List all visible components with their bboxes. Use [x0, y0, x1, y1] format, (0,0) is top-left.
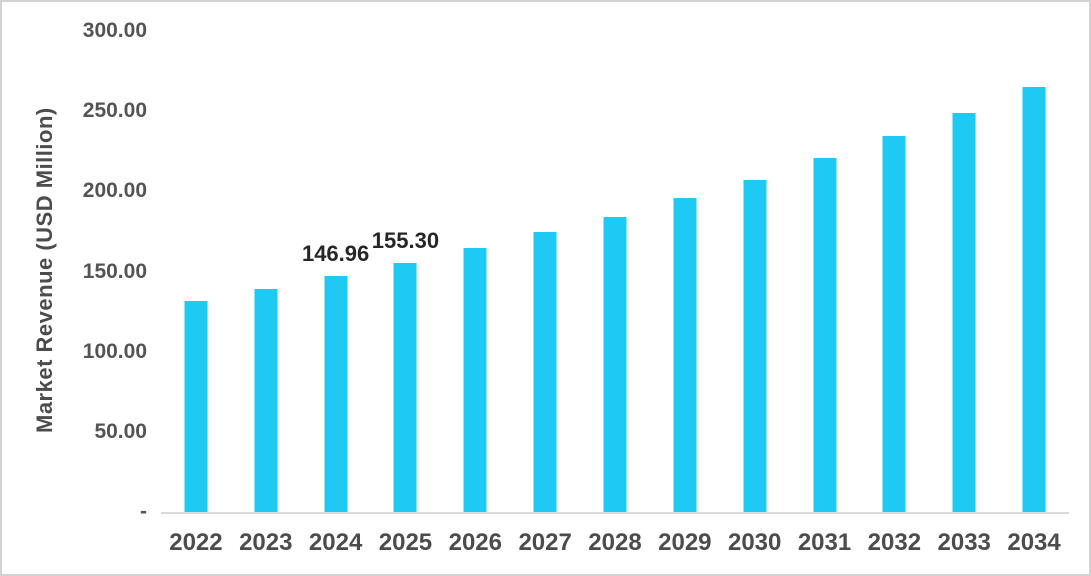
bar-column: 146.96: [301, 31, 371, 512]
bar-column: [999, 31, 1069, 512]
bar: [1022, 87, 1046, 512]
y-tick-label: 300.00: [82, 19, 147, 42]
y-tick-label: 250.00: [82, 99, 147, 123]
bar-column: [510, 31, 580, 512]
bar: [673, 198, 697, 512]
x-axis-label: 2022: [169, 529, 223, 556]
y-tick-label: -: [140, 500, 147, 523]
bar: [184, 301, 208, 512]
x-axis-label: 2023: [239, 529, 293, 556]
x-axis-label: 2029: [658, 529, 712, 556]
bar: [463, 248, 487, 512]
y-tick-label: 100.00: [82, 339, 147, 363]
y-tick-label: 150.00: [82, 259, 147, 283]
bar-column: [161, 31, 231, 512]
plot-area: 146.96 155.30: [161, 31, 1069, 514]
bar-column: 155.30: [371, 31, 441, 512]
bar-column: [720, 31, 790, 512]
bar: [813, 158, 837, 512]
bar-column: [859, 31, 929, 512]
bar: [324, 276, 348, 512]
x-axis-labels: 2022 2023 2024 2025 2026 2027 2028 2029 2030 2031…: [161, 529, 1069, 557]
bar: [952, 113, 976, 512]
bar: [743, 180, 767, 512]
x-axis-label: 2034: [1007, 529, 1061, 556]
bar-column: [440, 31, 510, 512]
bar-value-label: 155.30: [371, 228, 440, 253]
bar-column: [650, 31, 720, 512]
bar: [254, 289, 278, 512]
y-axis-tick-labels: 300.00 250.00 200.00 150.00 100.00 50.00 -: [2, 2, 149, 574]
bar-value-label: 146.96: [301, 241, 370, 266]
bar-column: [580, 31, 650, 512]
x-axis-label: 2028: [588, 529, 642, 556]
bar: [393, 263, 417, 512]
x-axis-label: 2026: [448, 529, 502, 556]
x-axis-label: 2024: [308, 529, 363, 556]
bar-column: [929, 31, 999, 512]
bar: [533, 232, 557, 512]
bar: [603, 217, 627, 512]
x-axis-label: 2033: [937, 529, 991, 556]
x-axis-label: 2032: [867, 529, 922, 556]
y-tick-label: 200.00: [82, 179, 147, 203]
x-axis-label: 2025: [378, 529, 433, 556]
x-axis-label: 2027: [518, 529, 572, 556]
y-tick-label: 50.00: [94, 419, 147, 443]
bar-column: [790, 31, 860, 512]
bar: [882, 136, 906, 512]
x-axis-label: 2031: [797, 529, 852, 556]
x-axis-label: 2030: [727, 529, 782, 556]
bar-column: [231, 31, 301, 512]
